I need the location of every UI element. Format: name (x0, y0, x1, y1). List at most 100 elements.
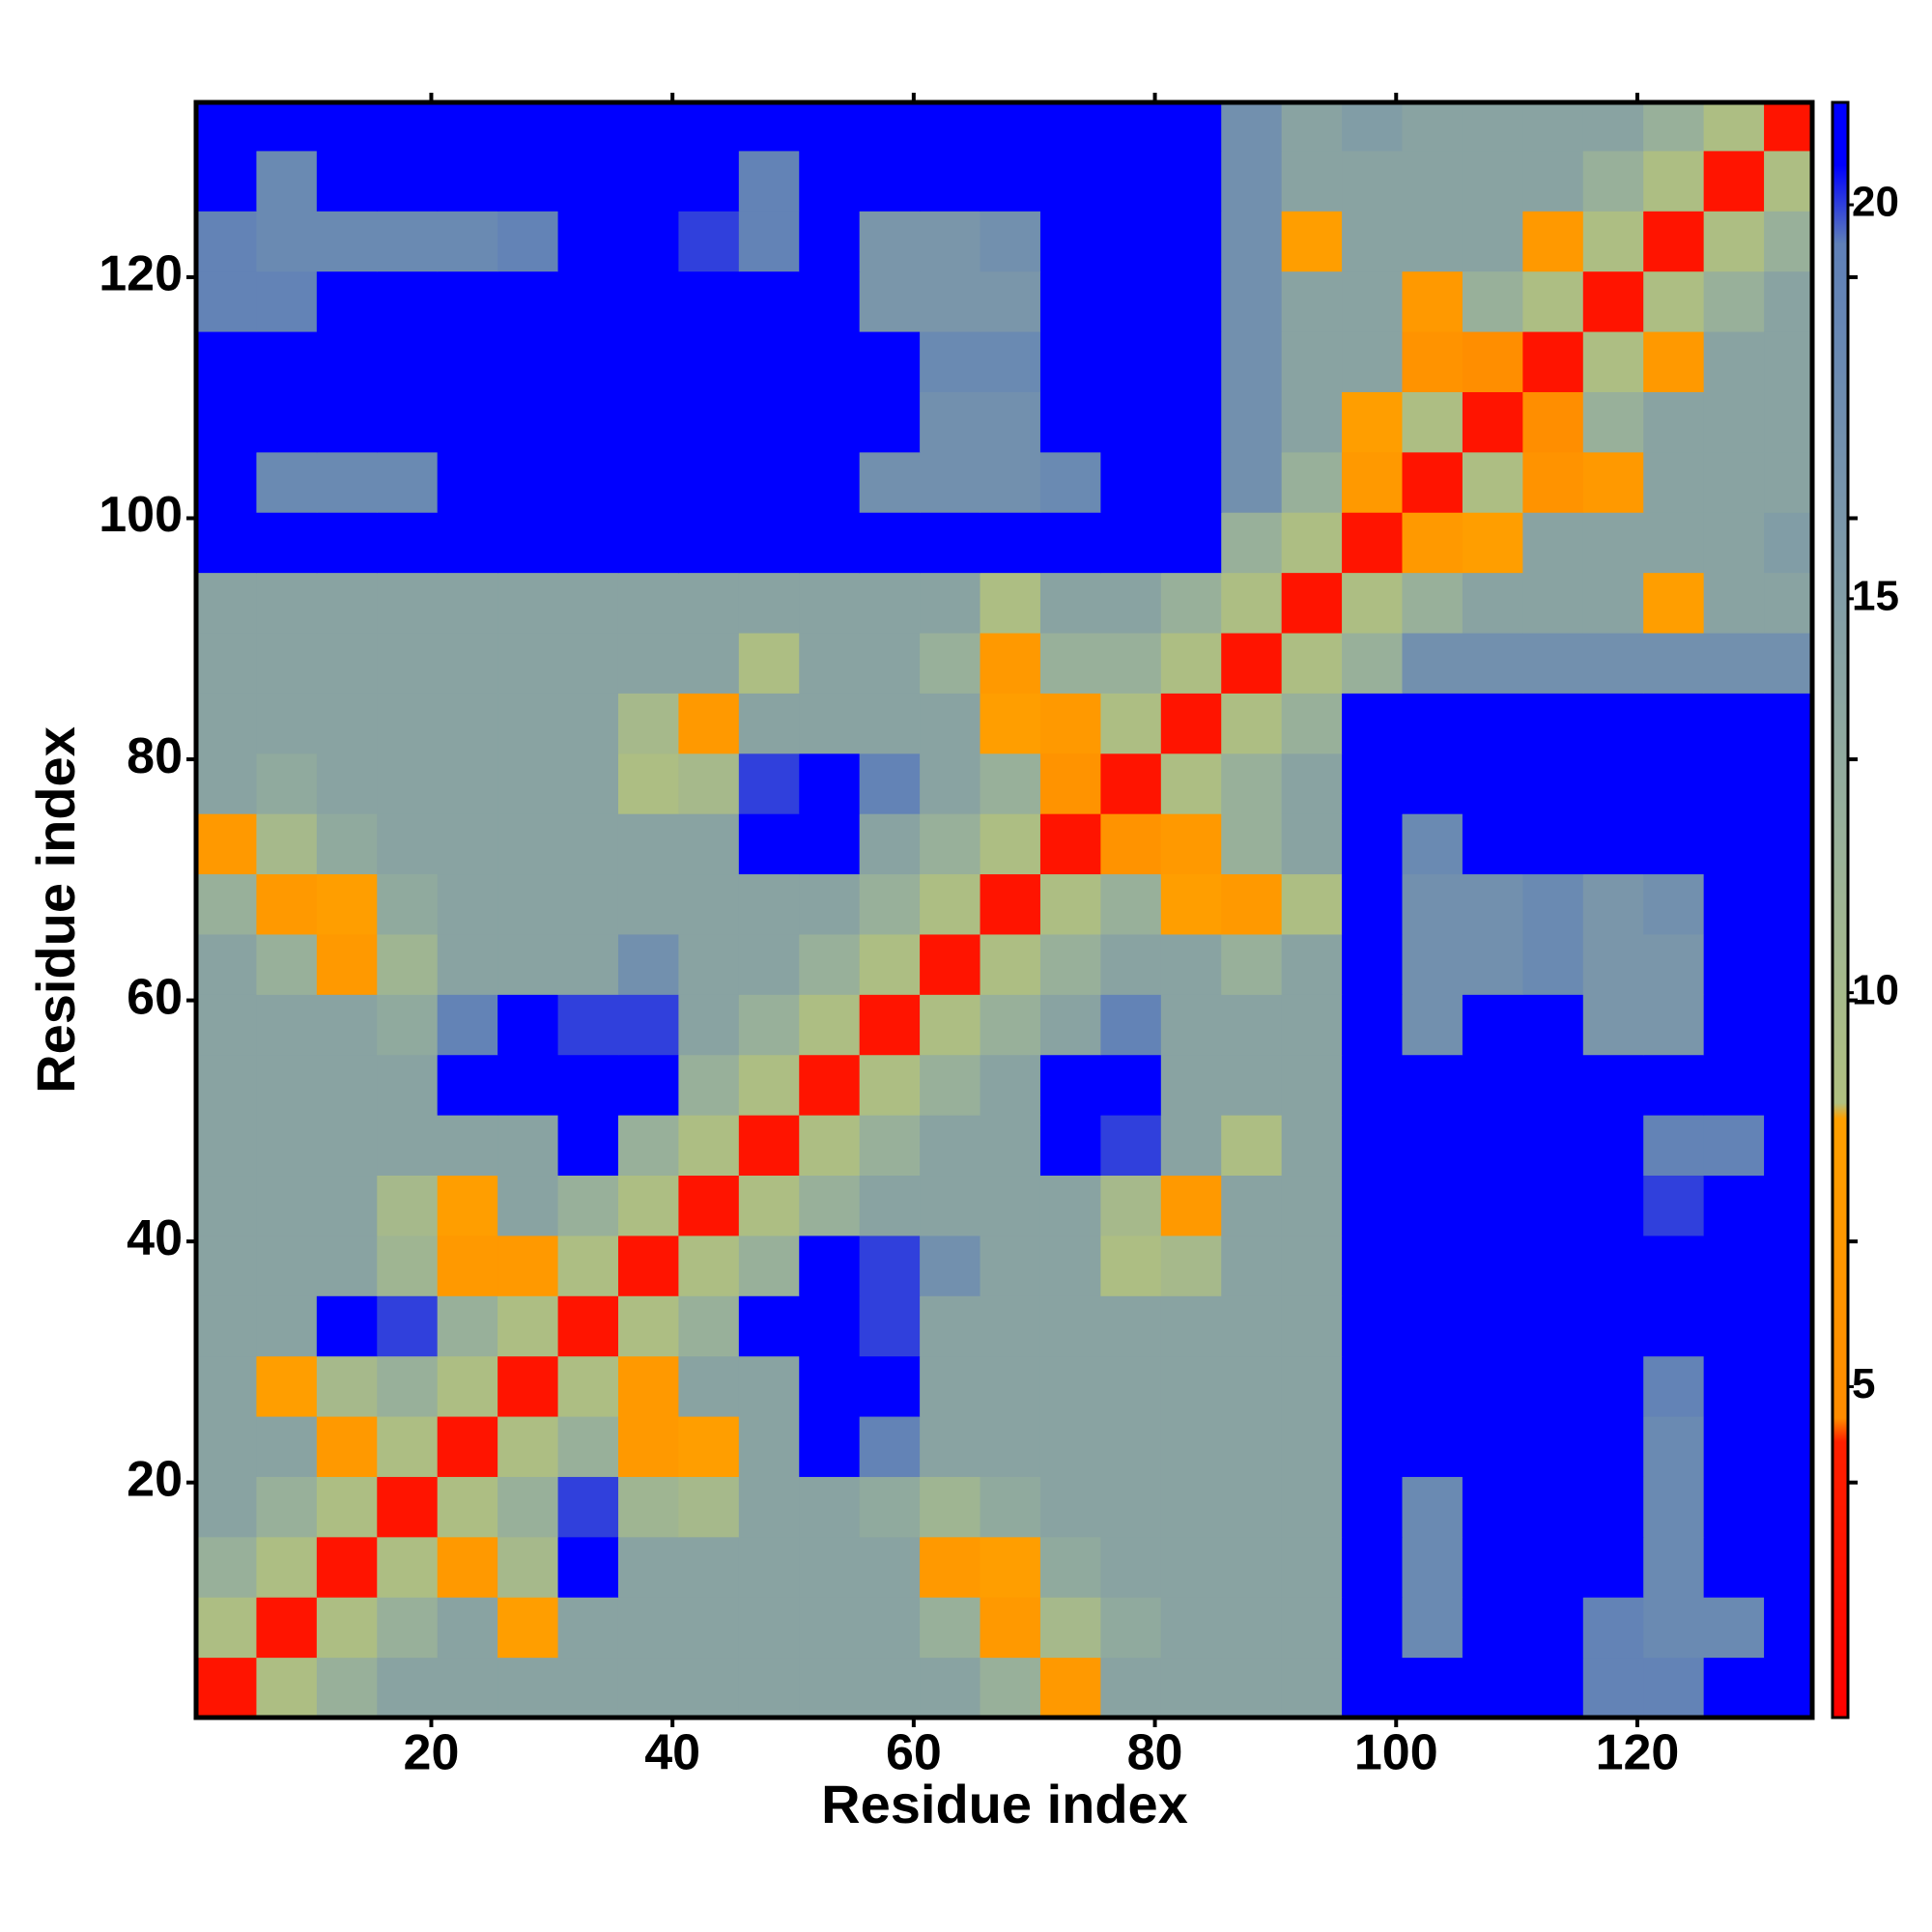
heatmap-cell (316, 102, 378, 152)
heatmap-cell (497, 102, 559, 152)
heatmap-cell (437, 813, 498, 875)
heatmap-cell (1221, 451, 1283, 513)
heatmap-cell (920, 1175, 981, 1236)
x-tick-label: 20 (404, 1725, 460, 1781)
heatmap-cell (678, 572, 740, 634)
heatmap-cell (1462, 1657, 1523, 1719)
x-tick-label: 40 (644, 1725, 700, 1781)
heatmap-cell (859, 102, 921, 152)
heatmap-cell (859, 813, 921, 875)
heatmap-cell (859, 1295, 921, 1357)
heatmap-cell (859, 572, 921, 634)
colorbar-tick-label: 20 (1852, 179, 1899, 226)
heatmap-cell (1582, 211, 1644, 272)
heatmap-cell (920, 1355, 981, 1417)
heatmap-cell (617, 1295, 679, 1357)
heatmap-cell (678, 1235, 740, 1296)
heatmap-cell (196, 1657, 257, 1719)
heatmap-cell (1703, 1115, 1765, 1177)
heatmap-cell (1160, 102, 1222, 152)
heatmap-cell (377, 572, 439, 634)
heatmap-cell (920, 873, 981, 935)
heatmap-cell (799, 1235, 861, 1296)
colorbar-fill (1831, 100, 1850, 1719)
heatmap-cell (1100, 1115, 1162, 1177)
heatmap-cell (1643, 1476, 1705, 1538)
heatmap-cell (1582, 102, 1644, 152)
heatmap-cell (678, 150, 740, 212)
heatmap-cell (196, 813, 257, 875)
heatmap-cell (738, 1115, 800, 1177)
heatmap-cell (1221, 331, 1283, 392)
heatmap-cell (196, 270, 257, 332)
heatmap-cell (1462, 1536, 1523, 1598)
heatmap-cell (1582, 994, 1644, 1056)
heatmap-cell (980, 1115, 1041, 1177)
heatmap-cell (1160, 150, 1222, 212)
heatmap-cell (1582, 331, 1644, 392)
heatmap-cell (1522, 270, 1584, 332)
heatmap-cell (316, 1657, 378, 1719)
heatmap-cell (980, 693, 1041, 754)
heatmap-cell (799, 633, 861, 694)
heatmap-cell (799, 1476, 861, 1538)
heatmap-cell (1522, 1355, 1584, 1417)
heatmap-cell (1100, 813, 1162, 875)
x-axis-title: Residue index (821, 1774, 1188, 1834)
heatmap-cell (1522, 572, 1584, 634)
heatmap-cell (437, 873, 498, 935)
heatmap-cell (859, 873, 921, 935)
heatmap-cell (1764, 451, 1813, 513)
heatmap-cell (1522, 994, 1584, 1056)
heatmap-cell (1281, 1536, 1343, 1598)
heatmap-cell (1462, 633, 1523, 694)
heatmap-cell (1100, 102, 1162, 152)
heatmap-cell (1100, 753, 1162, 814)
heatmap-cell (920, 1536, 981, 1598)
heatmap-cell (1039, 994, 1101, 1056)
heatmap-cell (1160, 633, 1222, 694)
heatmap-cell (437, 512, 498, 574)
heatmap-cell (678, 1054, 740, 1116)
heatmap-cell (799, 1597, 861, 1659)
heatmap-cell (1522, 873, 1584, 935)
heatmap-cell (738, 1597, 800, 1659)
heatmap-cell (1402, 1175, 1463, 1236)
heatmap-cell (1764, 1536, 1813, 1598)
heatmap-cell (1281, 150, 1343, 212)
heatmap-cell (617, 1536, 679, 1598)
heatmap-cell (1402, 211, 1463, 272)
heatmap-cell (1281, 753, 1343, 814)
heatmap-cell (1703, 1235, 1765, 1296)
heatmap-cell (799, 693, 861, 754)
heatmap-cell (196, 150, 257, 212)
heatmap-cell (377, 1295, 439, 1357)
heatmap-cell (859, 211, 921, 272)
heatmap-cell (799, 391, 861, 453)
heatmap-cell (859, 270, 921, 332)
heatmap-cell (799, 1054, 861, 1116)
heatmap-cell (1100, 331, 1162, 392)
heatmap-cell (1764, 813, 1813, 875)
heatmap-cell (1342, 211, 1404, 272)
y-axis-title: Residue index (25, 726, 86, 1094)
heatmap-cell (920, 331, 981, 392)
heatmap-cell (196, 211, 257, 272)
heatmap-cell (1522, 753, 1584, 814)
heatmap-cell (1160, 1235, 1222, 1296)
heatmap-cell (1703, 512, 1765, 574)
heatmap-cell (1462, 1355, 1523, 1417)
heatmap-cell (920, 391, 981, 453)
heatmap-cell (377, 1054, 439, 1116)
heatmap-cell (557, 994, 619, 1056)
heatmap-cell (1643, 211, 1705, 272)
heatmap-cell (1281, 391, 1343, 453)
heatmap-cell (1100, 1235, 1162, 1296)
heatmap-cell (1462, 391, 1523, 453)
heatmap-cell (617, 1416, 679, 1477)
heatmap-cell (859, 1355, 921, 1417)
heatmap-cell (1281, 102, 1343, 152)
heatmap-cell (1039, 1476, 1101, 1538)
heatmap-cell (1221, 270, 1283, 332)
heatmap-cell (1462, 512, 1523, 574)
